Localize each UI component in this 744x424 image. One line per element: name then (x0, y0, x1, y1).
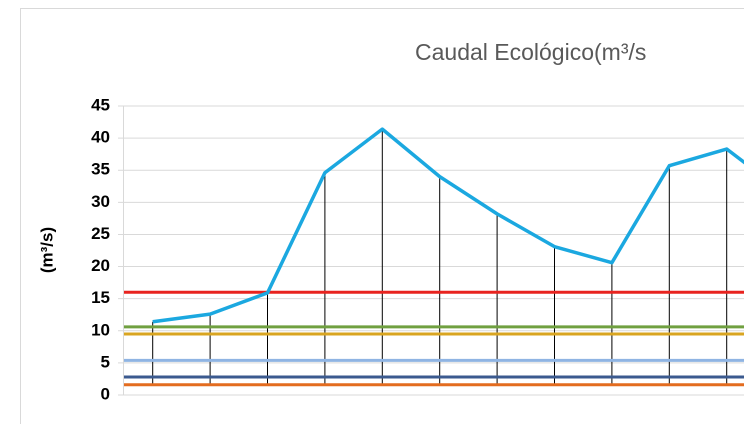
y-tick-label: 15 (91, 288, 110, 307)
y-tick-label: 35 (91, 160, 110, 179)
y-tick-label: 5 (101, 352, 110, 371)
y-tick-label: 45 (91, 95, 110, 114)
y-tick-label: 10 (91, 320, 110, 339)
chart-title: Caudal Ecológico(m³/s (415, 39, 646, 65)
data-line (152, 127, 744, 324)
y-tick-label: 40 (91, 128, 110, 147)
y-tick-label: 30 (91, 192, 110, 211)
y-tick-label: 0 (101, 384, 110, 403)
y-tick-label: 25 (91, 224, 110, 243)
y-axis-label: (m³/s) (37, 227, 56, 273)
y-tick-label: 20 (91, 256, 110, 275)
